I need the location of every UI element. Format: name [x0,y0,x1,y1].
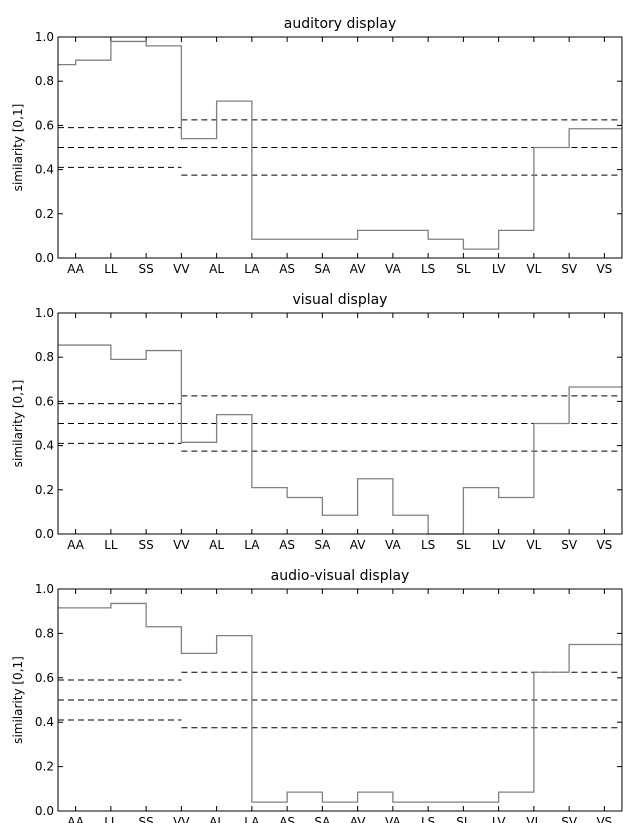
x-tick-label: AS [279,538,295,552]
x-tick-label: VS [596,262,612,276]
x-tick-label: LV [492,538,506,552]
x-tick-label: SV [561,538,578,552]
x-tick-label: AA [67,262,85,276]
x-tick-label: AV [350,538,366,552]
chart-title: audio-visual display [271,568,410,584]
x-tick-label: AL [209,538,224,552]
y-tick-label: 0.0 [35,804,54,818]
plot-frame [57,312,623,535]
x-tick-label: SL [456,538,471,552]
x-tick-label: LL [104,262,118,276]
plot-frame [57,588,623,812]
x-tick-label: LS [421,815,435,823]
y-axis-label: similarity [0,1] [11,380,25,468]
y-tick-label: 0.6 [35,394,54,408]
y-axis-label: similarity [0,1] [11,104,25,192]
chart-panel-1: auditory display similarity [0,1] 0.0 0.2 0.… [11,16,623,276]
y-tick-label: 0.8 [35,74,54,88]
x-tick-label: LS [421,538,435,552]
x-tick-label: VV [173,262,190,276]
x-tick-label: SL [456,815,471,823]
x-tick-label: LV [492,815,506,823]
x-tick-label: VA [385,262,401,276]
x-tick-label: AA [67,538,85,552]
x-tick-label: SS [139,815,154,823]
y-tick-label: 0.4 [35,439,54,453]
x-tick-label: LL [104,538,118,552]
y-tick-label: 0.8 [35,626,54,640]
x-tick-label: VS [596,538,612,552]
x-tick-label: AS [279,815,295,823]
x-tick-label: VL [526,815,541,823]
x-tick-label: VL [526,538,541,552]
x-tick-label: LA [244,262,260,276]
y-tick-label: 0.2 [35,760,54,774]
x-tick-label: LA [244,538,260,552]
y-tick-label: 1.0 [35,306,54,320]
x-tick-label: VS [596,815,612,823]
x-tick-label: AV [350,815,366,823]
y-tick-label: 1.0 [35,582,54,596]
x-tick-label: SL [456,262,471,276]
x-tick-label: VA [385,815,401,823]
x-tick-label: AL [209,815,224,823]
x-tick-label: LV [492,262,506,276]
x-tick-label: VV [173,538,190,552]
similarity-series-line [58,40,622,250]
chart-panel-3: audio-visual display similarity [0,1] 0.0 0… [11,568,623,823]
chart-panel-2: visual display similarity [0,1] 0.0 0.2 0.4 0… [11,292,623,552]
y-tick-label: 0.0 [35,527,54,541]
x-tick-label: VA [385,538,401,552]
x-tick-label: SA [314,815,331,823]
x-tick-label: AA [67,815,85,823]
similarity-series-line [58,344,622,535]
x-tick-label: AV [350,262,366,276]
y-tick-label: 0.0 [35,251,54,265]
x-tick-label: AL [209,262,224,276]
x-tick-label: LA [244,815,260,823]
x-tick-label: SA [314,538,331,552]
y-axis-label: similarity [0,1] [11,656,25,744]
x-tick-label: LL [104,815,118,823]
x-tick-label: VV [173,815,190,823]
y-tick-label: 0.2 [35,207,54,221]
chart-title: auditory display [284,16,397,32]
similarity-series-line [58,602,622,803]
plot-frame [57,36,623,259]
x-tick-label: VL [526,262,541,276]
y-tick-label: 0.4 [35,715,54,729]
y-tick-label: 0.6 [35,671,54,685]
x-tick-label: SS [139,538,154,552]
y-tick-label: 0.2 [35,483,54,497]
y-tick-label: 0.6 [35,118,54,132]
y-tick-label: 0.8 [35,350,54,364]
x-tick-label: SV [561,815,578,823]
y-tick-label: 1.0 [35,30,54,44]
x-tick-label: AS [279,262,295,276]
x-tick-label: SS [139,262,154,276]
x-tick-label: SV [561,262,578,276]
chart-title: visual display [293,292,388,308]
x-tick-label: SA [314,262,331,276]
x-tick-label: LS [421,262,435,276]
y-tick-label: 0.4 [35,163,54,177]
